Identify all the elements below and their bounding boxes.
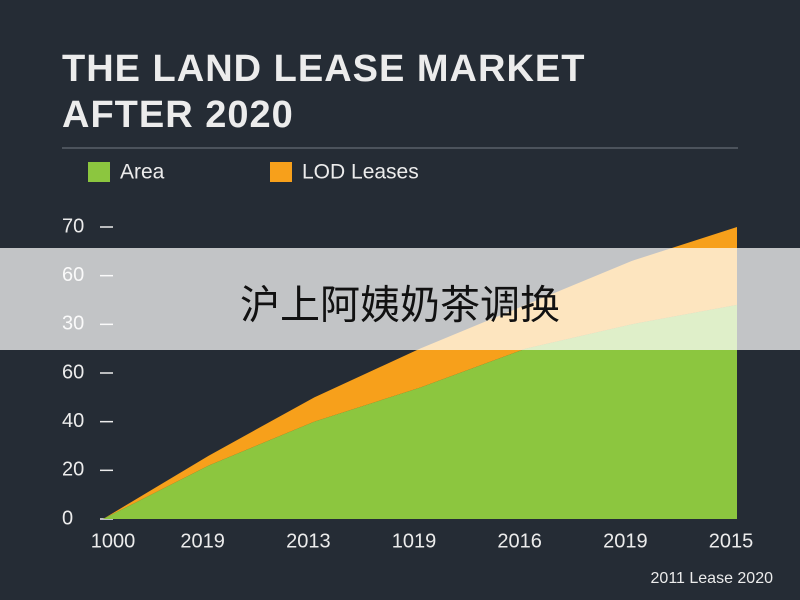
- chart-title: THE LAND LEASE MARKET AFTER 2020: [62, 48, 586, 136]
- y-tick-label: 0: [62, 507, 73, 529]
- x-tick-label: 2019: [180, 530, 225, 552]
- x-tick-label: 2015: [709, 530, 754, 552]
- y-tick-label: 20: [62, 459, 84, 481]
- area: [103, 304, 737, 519]
- legend-label: LOD Leases: [302, 161, 419, 184]
- overlay-text: 沪上阿姨奶茶调换: [240, 284, 560, 328]
- annotation: 2011 Lease 2020: [651, 570, 774, 587]
- x-tick-label: 2013: [286, 530, 331, 552]
- overlay-band: [0, 248, 800, 350]
- y-tick-label: 40: [62, 410, 84, 432]
- x-tick-label: 2019: [603, 530, 648, 552]
- y-tick-label: 70: [62, 215, 84, 237]
- x-tick-label: 1019: [392, 530, 437, 552]
- legend-swatch: [88, 162, 110, 182]
- x-tick-label: 1000: [91, 530, 136, 552]
- y-tick-label: 60: [62, 361, 84, 383]
- legend-label: Area: [120, 161, 165, 184]
- legend-swatch: [270, 162, 292, 182]
- x-tick-label: 2016: [497, 530, 542, 552]
